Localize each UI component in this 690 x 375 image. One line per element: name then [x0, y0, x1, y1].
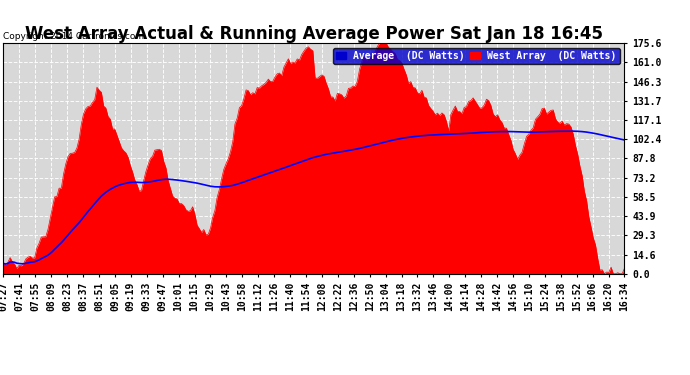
Text: Copyright 2014 Cartronics.com: Copyright 2014 Cartronics.com	[3, 32, 145, 41]
Title: West Array Actual & Running Average Power Sat Jan 18 16:45: West Array Actual & Running Average Powe…	[25, 25, 603, 43]
Legend: Average  (DC Watts), West Array  (DC Watts): Average (DC Watts), West Array (DC Watts…	[333, 48, 620, 64]
